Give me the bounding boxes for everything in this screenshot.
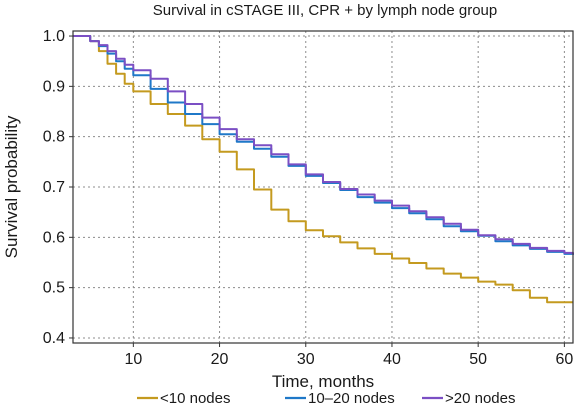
x-axis-title: Time, months	[272, 372, 374, 391]
x-tick-label: 20	[211, 351, 229, 368]
x-tick-label: 40	[383, 351, 401, 368]
y-tick-label: 0.4	[43, 330, 65, 347]
legend-label: <10 nodes	[160, 390, 230, 407]
x-tick-label: 10	[124, 351, 142, 368]
y-axis-ticks: 0.4 0.5 0.6 0.7 0.8 0.9 1.0	[43, 28, 73, 347]
y-tick-label: 0.7	[43, 179, 65, 196]
legend-label: 10–20 nodes	[308, 390, 395, 407]
y-tick-label: 0.9	[43, 78, 65, 95]
series-line-0	[73, 35, 573, 304]
x-tick-label: 30	[297, 351, 315, 368]
series-line-2	[73, 35, 574, 255]
grid	[73, 31, 573, 343]
chart-title: Survival in cSTAGE III, CPR + by lymph n…	[153, 2, 497, 19]
series-lines	[73, 35, 574, 304]
legend: <10 nodes 10–20 nodes >20 nodes	[137, 390, 515, 407]
legend-label: >20 nodes	[445, 390, 515, 407]
x-tick-label: 50	[469, 351, 487, 368]
y-tick-label: 0.5	[43, 280, 65, 297]
x-axis-ticks: 10 20 30 40 50 60	[124, 343, 573, 368]
y-axis-title: Survival probability	[2, 115, 21, 258]
x-tick-label: 60	[555, 351, 573, 368]
y-tick-label: 0.6	[43, 229, 65, 246]
series-line-1	[73, 35, 574, 255]
y-tick-label: 0.8	[43, 129, 65, 146]
y-tick-label: 1.0	[43, 28, 65, 45]
